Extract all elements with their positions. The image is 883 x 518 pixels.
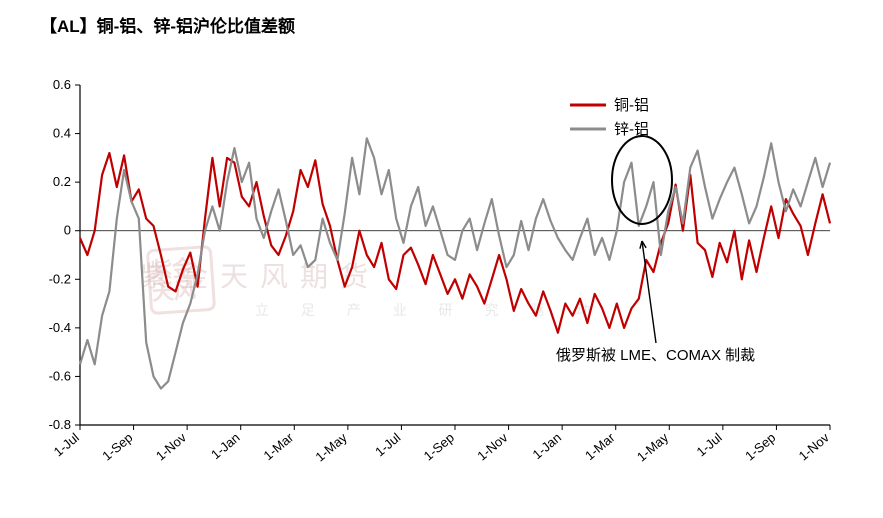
x-tick-label: 1-Jul bbox=[694, 430, 725, 460]
chart-title: 【AL】铜-铝、锌-铝沪伦比值差额 bbox=[40, 12, 295, 37]
y-tick-label: 0.2 bbox=[53, 174, 71, 189]
x-tick-label: 1-Jan bbox=[530, 430, 565, 462]
x-tick-label: 1-Jul bbox=[372, 430, 403, 460]
annotation-text: 俄罗斯被 LME、COMAX 制裁 bbox=[556, 347, 755, 364]
x-tick-label: 1-May bbox=[634, 429, 672, 464]
x-tick-label: 1-Nov bbox=[796, 429, 833, 463]
y-tick-label: 0 bbox=[64, 223, 71, 238]
y-tick-label: -0.8 bbox=[49, 417, 71, 432]
y-tick-label: -0.6 bbox=[49, 368, 71, 383]
y-tick-label: -0.4 bbox=[49, 320, 71, 335]
x-tick-label: 1-Nov bbox=[474, 429, 511, 463]
annotation-ellipse bbox=[612, 136, 672, 224]
y-tick-label: 0.4 bbox=[53, 126, 71, 141]
x-tick-label: 1-Mar bbox=[582, 429, 618, 463]
series-铜-铝 bbox=[80, 153, 830, 333]
annotation-arrow bbox=[642, 241, 656, 343]
x-tick-label: 1-Mar bbox=[261, 429, 297, 463]
x-tick-label: 1-May bbox=[312, 429, 350, 464]
chart-svg: -0.8 -0.6 -0.4 -0.2 0 0.2 0.4 0.6 1-Jul 1-Sep 1-No… bbox=[30, 55, 850, 495]
x-tick-label: 1-Jul bbox=[51, 430, 82, 460]
x-tick-label: 1-Nov bbox=[153, 429, 190, 463]
x-tick-label: 1-Sep bbox=[742, 430, 778, 464]
x-tick-label: 1-Sep bbox=[421, 430, 457, 464]
x-tick-label: 1-Jan bbox=[208, 430, 243, 462]
y-tick-label: -0.2 bbox=[49, 271, 71, 286]
legend-label: 铜-铝 bbox=[614, 97, 649, 114]
y-tick-label: 0.6 bbox=[53, 77, 71, 92]
x-tick-label: 1-Sep bbox=[99, 430, 135, 464]
line-chart: -0.8 -0.6 -0.4 -0.2 0 0.2 0.4 0.6 1-Jul 1-Sep 1-No… bbox=[30, 55, 850, 495]
